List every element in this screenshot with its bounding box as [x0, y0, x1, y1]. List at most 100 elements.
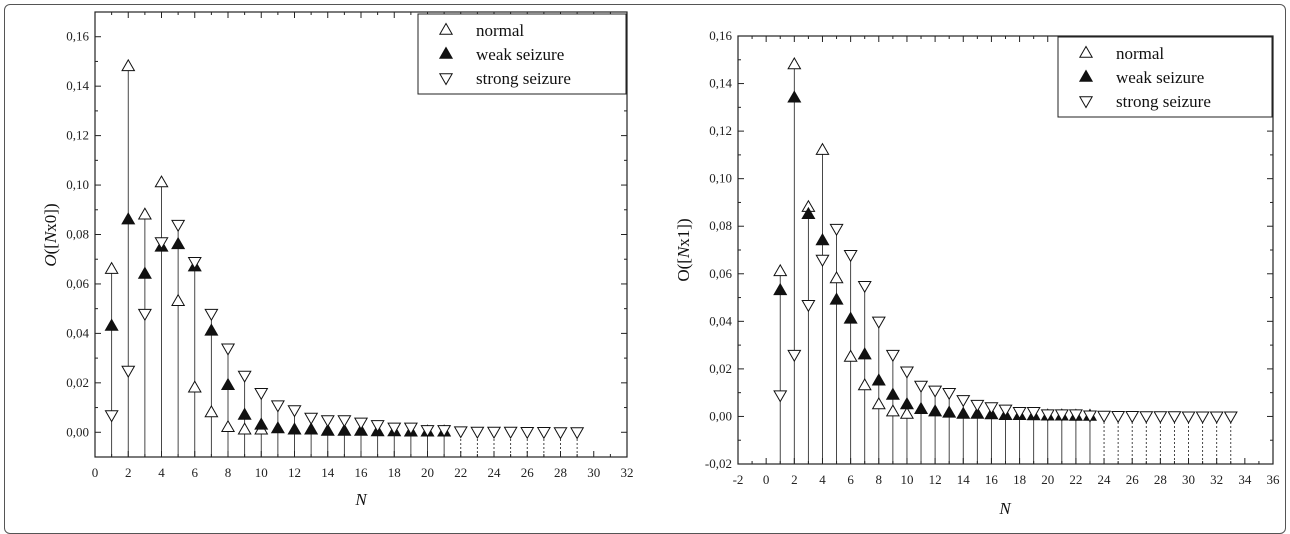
x-tick: 4	[819, 36, 838, 487]
x-tick-label: 2	[125, 465, 132, 480]
data-point-weak-seizure	[204, 323, 219, 336]
legend-marker	[438, 46, 454, 59]
data-point-strong-seizure	[829, 223, 844, 237]
data-point-weak-seizure	[121, 212, 136, 225]
legend-label: strong seizure	[476, 69, 571, 88]
data-point-strong-seizure	[1040, 409, 1055, 422]
data-point-strong-seizure	[1167, 411, 1182, 424]
x-tick-label: 16	[355, 465, 369, 480]
data-point-normal	[154, 175, 169, 188]
figure-canvas: 0 2 4 6 8 10 12 14 16 18 20 22 24 26 28 30 32 0,000,020,…	[41, 11, 1280, 518]
legend-marker	[438, 22, 454, 35]
data-point-strong-seizure	[815, 254, 830, 268]
x-axis-label-left: N	[354, 490, 368, 509]
x-tick: 10	[900, 36, 922, 487]
legend-left: normal weak seizure strong seizure	[417, 13, 627, 95]
data-point-strong-seizure	[403, 422, 418, 435]
data-point-weak-seizure	[304, 422, 319, 435]
data-point-normal	[871, 397, 886, 410]
x-tick-label: 28	[554, 465, 567, 480]
x-tick-label: 18	[388, 465, 401, 480]
data-point-normal	[204, 404, 219, 418]
data-point-weak-seizure	[913, 401, 929, 415]
data-point-weak-seizure	[787, 90, 802, 103]
x-tick-label: 6	[847, 472, 854, 487]
data-point-weak-seizure	[871, 373, 886, 386]
x-tick: 14	[321, 12, 345, 480]
data-point-weak-seizure	[353, 423, 369, 436]
data-point-weak-seizure	[270, 421, 285, 434]
x-tick: 8	[225, 12, 246, 480]
data-point-normal	[857, 378, 872, 391]
legend-marker	[438, 73, 454, 86]
x-tick: 20	[1041, 36, 1063, 487]
legend-box	[1057, 36, 1273, 118]
y-tick: 0,04	[709, 297, 1273, 328]
data-point-strong-seizure	[387, 422, 402, 435]
data-point-strong-seizure	[871, 316, 886, 329]
x-tick-label: 8	[225, 465, 232, 480]
x-tick: 0	[92, 12, 113, 480]
data-point-weak-seizure	[337, 423, 352, 436]
data-point-strong-seizure	[843, 250, 858, 263]
y-tick: 0,06	[66, 258, 627, 291]
data-point-strong-seizure	[370, 420, 385, 433]
y-tick: 0,00	[66, 407, 627, 439]
data-point-weak-seizure	[237, 407, 252, 420]
y-tick-label: 0,02	[66, 375, 89, 390]
legend-label: strong seizure	[1116, 92, 1211, 111]
x-tick-label: 6	[192, 465, 199, 480]
data-point-strong-seizure	[137, 308, 152, 322]
data-point-weak-seizure	[885, 387, 900, 400]
data-point-strong-seizure	[1195, 411, 1210, 424]
data-point-normal	[885, 404, 900, 417]
y-tick-label: 0,10	[709, 171, 732, 186]
chart-left: 0 2 4 6 8 10 12 14 16 18 20 22 24 26 28 30 32 0,000,020,…	[41, 11, 634, 509]
data-point-strong-seizure	[287, 405, 302, 418]
x-tick-label: 30	[587, 465, 600, 480]
data-point-strong-seizure	[885, 349, 900, 363]
y-tick-label: 0,00	[709, 408, 732, 423]
x-tick: 0	[763, 36, 781, 487]
data-point-weak-seizure	[801, 206, 816, 220]
y-tick-label: 0,14	[709, 76, 732, 91]
y-tick-label: 0,04	[66, 325, 89, 340]
data-point-strong-seizure	[270, 400, 285, 413]
x-tick: 10	[255, 12, 279, 480]
x-tick-label: 22	[454, 465, 467, 480]
data-point-strong-seizure	[553, 427, 568, 440]
data-point-strong-seizure	[942, 387, 957, 401]
x-tick-label: 22	[1069, 472, 1082, 487]
y-tick: 0,04	[66, 308, 627, 340]
x-tick-label: 0	[763, 472, 770, 487]
data-point-strong-seizure	[956, 395, 971, 408]
y-tick-label: 0,00	[66, 424, 89, 439]
x-tick-label: 32	[1210, 472, 1223, 487]
x-tick-label: 2	[791, 472, 798, 487]
x-tick: 16	[985, 36, 1006, 487]
legend-marker	[1078, 69, 1094, 82]
data-point-strong-seizure	[1012, 406, 1027, 420]
x-tick-label: 0	[92, 465, 99, 480]
x-tick: 12	[288, 12, 312, 480]
x-tick-label: 10	[255, 465, 268, 480]
data-point-weak-seizure	[320, 423, 335, 436]
data-point-strong-seizure	[1026, 406, 1041, 420]
x-tick-label: 30	[1182, 472, 1195, 487]
y-tick: 0,08	[709, 201, 1273, 233]
data-point-strong-seizure	[1054, 409, 1069, 422]
chart-right: -2 0 2 4 6 8 10 12 14 16 18 20 22 24 26 28 30 32 34 36 -0,0…	[674, 28, 1280, 518]
x-tick-label: 14	[957, 472, 971, 487]
data-point-normal	[237, 422, 252, 435]
data-point-weak-seizure	[899, 397, 914, 410]
y-tick: 0,02	[709, 344, 1273, 376]
data-point-normal	[843, 349, 858, 362]
data-point-strong-seizure	[104, 410, 119, 423]
data-point-strong-seizure	[899, 366, 914, 379]
x-tick: 32	[621, 12, 634, 480]
x-tick: 2	[125, 12, 146, 480]
y-tick: 0,12	[66, 110, 627, 143]
data-point-strong-seizure	[773, 390, 788, 403]
data-point-weak-seizure	[773, 282, 788, 296]
legend-label: normal	[476, 21, 524, 40]
